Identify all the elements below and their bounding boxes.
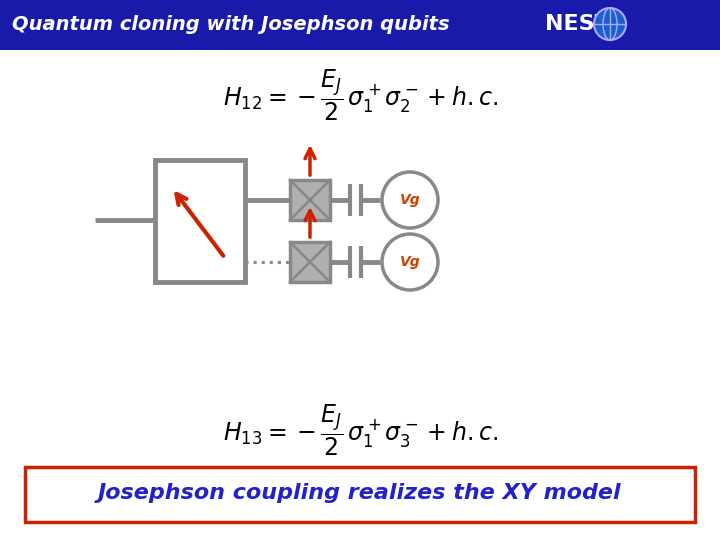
Bar — [0, 0, 720, 50]
Circle shape — [382, 234, 438, 290]
Text: Josephson coupling realizes the XY model: Josephson coupling realizes the XY model — [98, 483, 622, 503]
Bar — [290, 242, 330, 282]
Bar — [155, 160, 245, 282]
Circle shape — [382, 172, 438, 228]
Text: Vg: Vg — [400, 255, 420, 269]
Text: Quantum cloning with Josephson qubits: Quantum cloning with Josephson qubits — [12, 15, 449, 33]
Text: Vg: Vg — [400, 193, 420, 207]
Text: NEST: NEST — [545, 14, 610, 34]
Circle shape — [594, 8, 626, 40]
Bar — [290, 180, 330, 220]
Text: $H_{13} = -\dfrac{E_J}{2}\,\sigma_1^+\sigma_3^- + h.c.$: $H_{13} = -\dfrac{E_J}{2}\,\sigma_1^+\si… — [222, 402, 498, 457]
Bar — [25, 467, 695, 522]
Text: $H_{12} = -\dfrac{E_J}{2}\,\sigma_1^+\sigma_2^- + h.c.$: $H_{12} = -\dfrac{E_J}{2}\,\sigma_1^+\si… — [222, 68, 498, 123]
